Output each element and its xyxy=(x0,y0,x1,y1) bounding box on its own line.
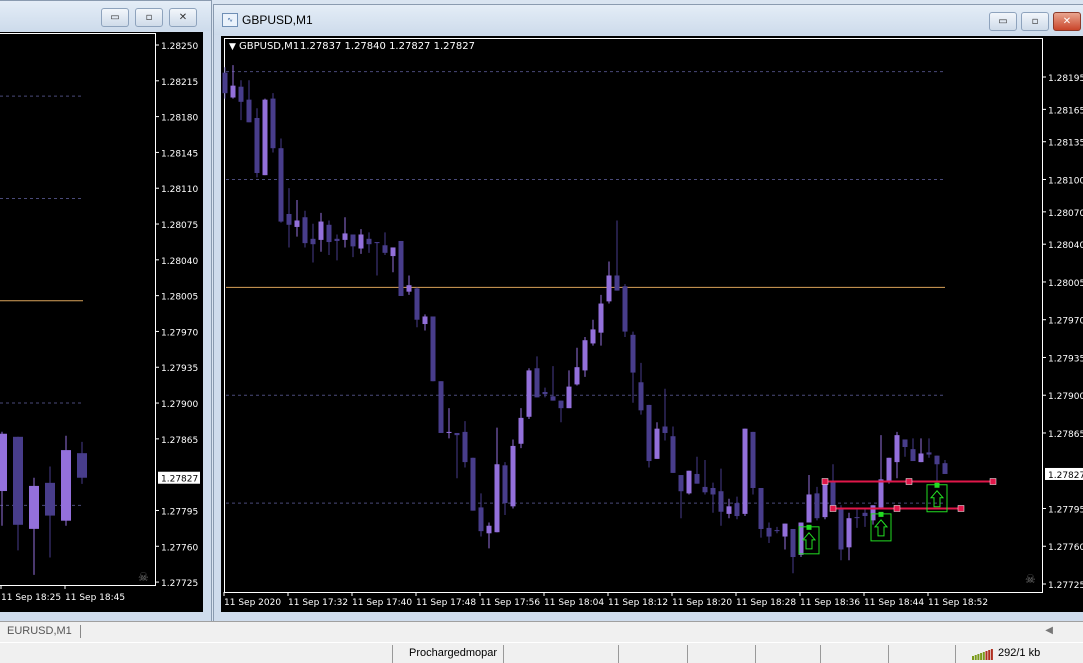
status-separator xyxy=(503,645,504,663)
status-separator xyxy=(955,645,956,663)
minimize-button[interactable]: ▭ xyxy=(989,12,1017,31)
tab-eurusd-m1[interactable]: EURUSD,M1 xyxy=(7,625,72,637)
restore-button[interactable]: ▫ xyxy=(1021,12,1049,31)
status-bar: Prochargedmopar 292/1 kb xyxy=(0,642,1083,663)
left-close-button[interactable]: ✕ xyxy=(169,8,197,27)
tabs-scroll-left-icon[interactable]: ◀ xyxy=(1045,625,1053,636)
left-chart-area[interactable] xyxy=(0,32,203,612)
signal-bar xyxy=(991,649,993,660)
window-title: GBPUSD,M1 xyxy=(242,13,313,27)
close-button[interactable]: ✕ xyxy=(1053,12,1081,31)
signal-bar xyxy=(988,650,990,660)
status-separator xyxy=(820,645,821,663)
status-traffic: 292/1 kb xyxy=(998,647,1040,659)
signal-bar xyxy=(986,651,988,660)
signal-bar xyxy=(980,653,982,660)
main-chart-area[interactable] xyxy=(221,36,1083,612)
left-restore-button[interactable]: ▫ xyxy=(135,8,163,27)
chart-window-icon: ∿ xyxy=(222,13,238,27)
signal-bar xyxy=(972,656,974,660)
connection-bars-icon xyxy=(972,648,994,660)
status-separator xyxy=(888,645,889,663)
status-profile: Prochargedmopar xyxy=(409,647,497,659)
status-separator xyxy=(687,645,688,663)
status-separator xyxy=(755,645,756,663)
signal-bar xyxy=(983,652,985,660)
signal-bar xyxy=(977,654,979,660)
left-window-titlebar[interactable]: ▭ ▫ ✕ xyxy=(0,1,211,31)
tab-separator xyxy=(80,625,81,638)
left-minimize-button[interactable]: ▭ xyxy=(101,8,129,27)
main-window-titlebar[interactable]: ∿ GBPUSD,M1 ▭ ▫ ✕ xyxy=(214,5,1083,35)
status-separator xyxy=(618,645,619,663)
signal-bar xyxy=(975,655,977,660)
chart-tabs-bar: EURUSD,M1 ◀ xyxy=(0,621,1083,642)
status-separator xyxy=(392,645,393,663)
